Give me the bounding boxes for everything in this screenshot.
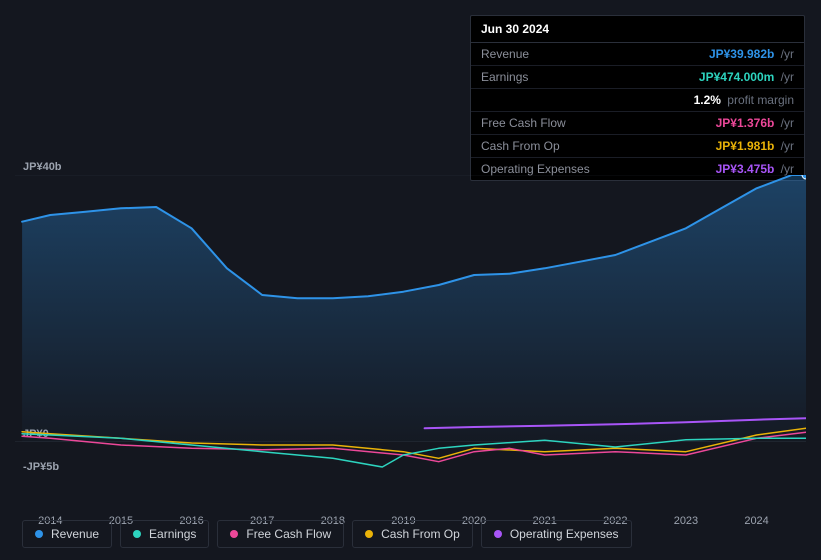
tooltip-row: RevenueJP¥39.982b /yr: [471, 43, 804, 66]
tooltip-row: 1.2% profit margin: [471, 89, 804, 112]
x-axis-label: 2024: [744, 515, 768, 527]
legend-label: Cash From Op: [381, 527, 460, 541]
legend-item[interactable]: Earnings: [120, 520, 209, 548]
tooltip-row-label: Free Cash Flow: [481, 116, 716, 130]
legend-label: Operating Expenses: [510, 527, 619, 541]
legend-dot-icon: [133, 530, 141, 538]
x-axis-label: 2023: [674, 515, 698, 527]
tooltip-row-suffix: profit margin: [724, 93, 794, 107]
tooltip-row-label: Cash From Op: [481, 139, 716, 153]
tooltip-row-value: 1.2%: [694, 93, 721, 107]
y-axis-label: JP¥40b: [23, 161, 62, 173]
legend-dot-icon: [365, 530, 373, 538]
tooltip-row-suffix: /yr: [777, 116, 794, 130]
legend-label: Free Cash Flow: [246, 527, 331, 541]
legend-label: Earnings: [149, 527, 196, 541]
tooltip-row: Free Cash FlowJP¥1.376b /yr: [471, 112, 804, 135]
tooltip-row-label: Revenue: [481, 47, 709, 61]
legend: Revenue Earnings Free Cash Flow Cash From O…: [22, 520, 632, 548]
chart-plot: [15, 175, 806, 475]
tooltip-row-suffix: /yr: [777, 139, 794, 153]
tooltip-row-value: JP¥39.982b: [709, 47, 774, 61]
legend-item[interactable]: Revenue: [22, 520, 112, 548]
legend-dot-icon: [494, 530, 502, 538]
legend-item[interactable]: Free Cash Flow: [217, 520, 344, 548]
chart: JP¥40bJP¥0-JP¥5b 20142015201620172018201…: [15, 155, 806, 505]
tooltip-row-label: Earnings: [481, 70, 699, 84]
legend-item[interactable]: Operating Expenses: [481, 520, 632, 548]
legend-item[interactable]: Cash From Op: [352, 520, 473, 548]
tooltip-date: Jun 30 2024: [471, 16, 804, 43]
legend-dot-icon: [35, 530, 43, 538]
revenue-area: [22, 175, 806, 442]
tooltip-row: EarningsJP¥474.000m /yr: [471, 66, 804, 89]
legend-dot-icon: [230, 530, 238, 538]
tooltip-row-suffix: /yr: [777, 47, 794, 61]
tooltip-row-suffix: /yr: [777, 70, 794, 84]
legend-label: Revenue: [51, 527, 99, 541]
tooltip-row-value: JP¥1.981b: [716, 139, 775, 153]
tooltip-row-label: [481, 93, 694, 107]
tooltip-row-value: JP¥474.000m: [699, 70, 774, 84]
tooltip-row-value: JP¥1.376b: [716, 116, 775, 130]
